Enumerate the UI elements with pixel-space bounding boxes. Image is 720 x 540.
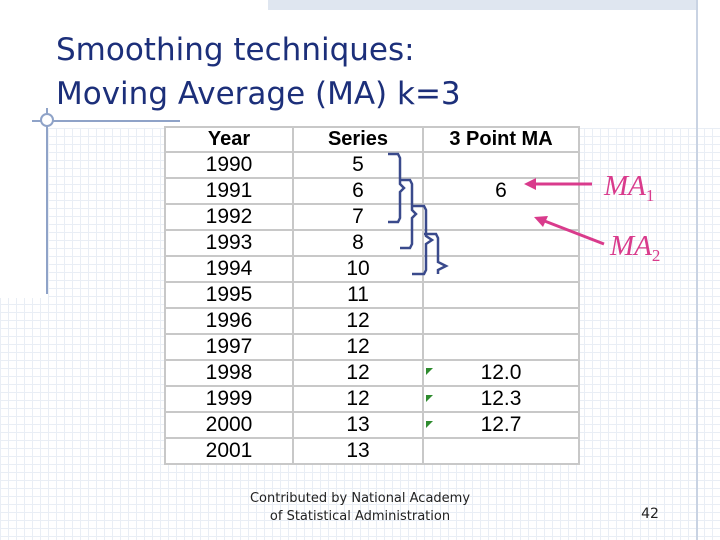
bracket-icon <box>400 178 418 250</box>
cell-series: 12 <box>292 385 424 413</box>
cell-year: 2000 <box>164 411 294 439</box>
cell-year: 1996 <box>164 307 294 335</box>
cell-year: 1992 <box>164 203 294 231</box>
cell-ma <box>422 229 580 257</box>
arrowhead-icon <box>534 216 548 227</box>
cell-series: 12 <box>292 359 424 387</box>
decorative-vertical-line <box>46 108 48 294</box>
table-row: 2001 13 <box>164 437 580 465</box>
cell-ma: 6 <box>422 177 580 205</box>
table-row: 1997 12 <box>164 333 580 361</box>
cell-series: 8 <box>292 229 424 257</box>
cell-series: 7 <box>292 203 424 231</box>
arrow-icon <box>541 218 605 246</box>
cell-ma <box>422 151 580 179</box>
bracket-icon <box>412 204 435 276</box>
bracket-icon <box>388 152 406 224</box>
ma1-base: MA <box>604 170 646 202</box>
cell-series: 13 <box>292 411 424 439</box>
table-row: 1995 11 <box>164 281 580 309</box>
cell-year: 1990 <box>164 151 294 179</box>
header-ma: 3 Point MA <box>422 126 580 153</box>
cell-marker-icon <box>426 368 433 375</box>
cell-ma: 12.0 <box>422 359 580 387</box>
ma1-label: MA1 <box>604 170 654 206</box>
title-line-2: Moving Average (MA) k=3 <box>56 76 461 112</box>
cell-series: 5 <box>292 151 424 179</box>
cell-ma: 12.3 <box>422 385 580 413</box>
cell-ma <box>422 255 580 283</box>
table-row: 1999 12 12.3 <box>164 385 580 413</box>
cell-series: 12 <box>292 307 424 335</box>
cell-year: 1997 <box>164 333 294 361</box>
cell-marker-icon <box>426 395 433 402</box>
moving-average-table: Year Series 3 Point MA 1990 5 1991 6 6 1… <box>164 126 580 465</box>
cell-year: 1993 <box>164 229 294 257</box>
slide-title: Smoothing techniques: Moving Average (MA… <box>56 28 461 116</box>
title-line-1: Smoothing techniques: <box>56 32 415 68</box>
header-year: Year <box>164 126 294 153</box>
cell-year: 1991 <box>164 177 294 205</box>
decorative-circle-icon <box>40 113 54 127</box>
ma2-base: MA <box>610 230 652 262</box>
table-header-row: Year Series 3 Point MA <box>164 126 580 153</box>
table-row: 1996 12 <box>164 307 580 335</box>
background-top <box>0 0 720 128</box>
ma2-subscript: 2 <box>651 246 661 265</box>
ma2-label: MA2 <box>610 230 660 266</box>
cell-ma <box>422 281 580 309</box>
footer-line-1: Contributed by National Academy <box>249 491 471 506</box>
cell-series: 10 <box>292 255 424 283</box>
arrowhead-icon <box>524 178 536 190</box>
table-row: 1993 8 <box>164 229 580 257</box>
bracket-icon <box>424 232 449 274</box>
decorative-top-strip <box>268 0 698 10</box>
page-number: 42 <box>641 506 659 522</box>
table-row: 1994 10 <box>164 255 580 283</box>
cell-ma <box>422 437 580 465</box>
decorative-right-strip <box>696 0 698 540</box>
cell-series: 12 <box>292 333 424 361</box>
background-left <box>0 128 48 298</box>
cell-year: 1995 <box>164 281 294 309</box>
table-row: 1990 5 <box>164 151 580 179</box>
cell-series: 11 <box>292 281 424 309</box>
table-row: 2000 13 12.7 <box>164 411 580 439</box>
cell-year: 1999 <box>164 385 294 413</box>
decorative-horizontal-line <box>32 120 180 122</box>
cell-year: 2001 <box>164 437 294 465</box>
cell-year: 1994 <box>164 255 294 283</box>
table-row: 1992 7 <box>164 203 580 231</box>
cell-ma <box>422 333 580 361</box>
cell-year: 1998 <box>164 359 294 387</box>
table-row: 1998 12 12.0 <box>164 359 580 387</box>
ma1-subscript: 1 <box>645 186 655 205</box>
header-series: Series <box>292 126 424 153</box>
cell-series: 13 <box>292 437 424 465</box>
cell-ma: 12.7 <box>422 411 580 439</box>
footer-credit: Contributed by National Academy of Stati… <box>240 490 480 526</box>
cell-ma <box>422 203 580 231</box>
footer-line-2: of Statistical Administration <box>269 509 451 524</box>
cell-ma <box>422 307 580 335</box>
cell-marker-icon <box>426 421 433 428</box>
